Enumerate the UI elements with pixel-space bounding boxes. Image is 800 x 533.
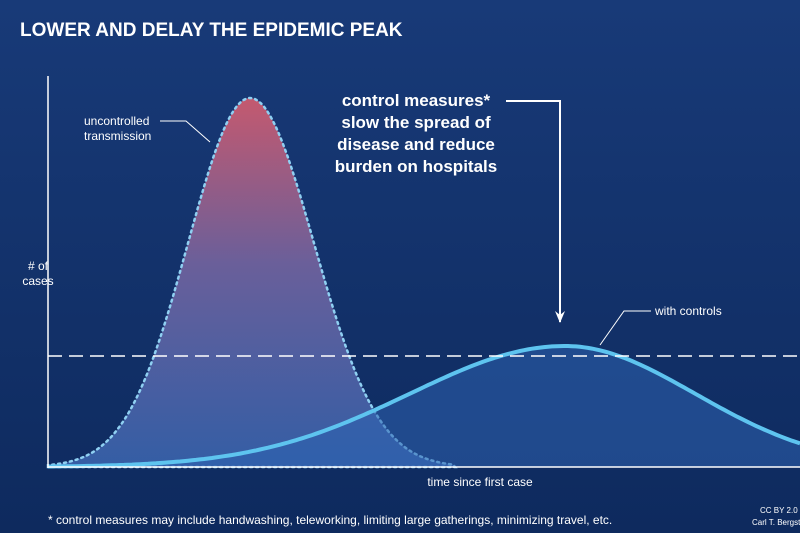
uncontrolled-curve: [46, 96, 458, 469]
credit: Carl T. Bergstrom: [752, 518, 800, 527]
title: LOWER AND DELAY THE EPIDEMIC PEAK: [20, 20, 403, 41]
uncontrolled-label: transmission: [84, 129, 151, 143]
annotation-line: disease and reduce: [337, 135, 495, 154]
controlled-curve: [48, 344, 800, 469]
annotation: control measures* slow the spread of dis…: [335, 91, 497, 176]
uncontrolled-label: uncontrolled: [84, 114, 149, 128]
controlled-area: [48, 346, 800, 467]
footnote: * control measures may include handwashi…: [48, 513, 612, 527]
annotation-line: control measures*: [342, 91, 491, 110]
leader-line: [599, 310, 651, 346]
x-axis-label: time since first case: [427, 475, 533, 489]
y-axis-label: # of: [28, 259, 49, 273]
credit: CC BY 2.0: [760, 506, 798, 515]
annotation-line: burden on hospitals: [335, 157, 497, 176]
controlled-label: with controls: [654, 304, 722, 318]
leader-line: [160, 120, 211, 143]
y-axis-label: cases: [22, 274, 53, 288]
annotation-line: slow the spread of: [341, 113, 491, 132]
arrow: [506, 100, 565, 323]
